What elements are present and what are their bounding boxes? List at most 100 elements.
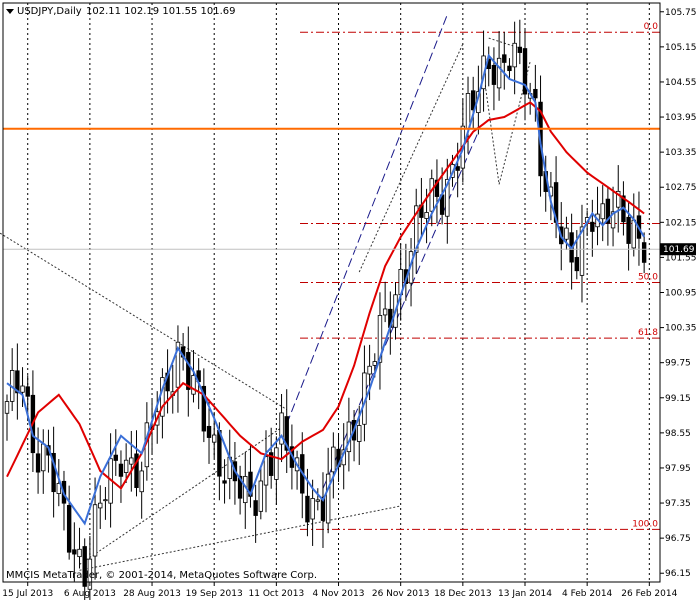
trend-line (358, 43, 464, 273)
y-tick-label: 97.95 (665, 464, 691, 474)
y-axis: 105.75 105.15 104.55 103.95 103.35 102.75 102.… (660, 8, 697, 579)
fib-level-label: 61.8 (638, 328, 658, 338)
candle-body (310, 498, 315, 520)
candle-body (139, 470, 144, 493)
x-tick-label: 15 Jul 2013 (2, 589, 53, 599)
candle-body (382, 308, 388, 316)
candle-body (331, 446, 336, 473)
candle-body (201, 385, 207, 432)
candle-body (512, 42, 517, 68)
candle-body (15, 370, 20, 394)
candle-body (590, 221, 595, 232)
current-price-label: 101.69 (663, 245, 695, 255)
candle-body (248, 471, 253, 497)
copyright-text: MMCIS MetaTrader, © 2001-2014, MetaQuote… (6, 570, 317, 581)
candle-body (268, 452, 274, 476)
candle-body (274, 447, 279, 480)
candle-body (465, 93, 471, 130)
candle-body (517, 46, 523, 53)
candle-body (507, 65, 512, 72)
x-tick-label: 26 Nov 2013 (372, 589, 430, 599)
candle-body (491, 64, 497, 85)
x-tick-label: 13 Jan 2014 (498, 589, 552, 599)
candle-body (424, 212, 429, 219)
candle-body (20, 385, 25, 393)
collapse-triangle-icon[interactable] (6, 9, 14, 14)
candle-body (533, 88, 538, 99)
y-tick-label: 99.75 (665, 359, 691, 369)
fib-level-label: 50.0 (638, 273, 658, 283)
candle-body (87, 558, 93, 590)
x-tick-label: 6 Aug 2013 (64, 589, 116, 599)
fib-level-label: 0.0 (644, 22, 659, 32)
candle-body (574, 257, 579, 272)
candle-body (35, 453, 41, 473)
y-tick-label: 105.75 (665, 8, 697, 18)
y-tick-label: 99.15 (665, 394, 691, 404)
x-axis: 15 Jul 2013 6 Aug 2013 28 Aug 2013 19 Sep 2… (2, 582, 678, 599)
candle-body (470, 90, 476, 111)
candle-body (211, 434, 217, 443)
candle-body (206, 425, 212, 438)
y-tick-label: 96.75 (665, 534, 691, 544)
candle-body (258, 480, 264, 512)
x-tick-label: 4 Feb 2014 (562, 589, 613, 599)
candle-body (616, 190, 621, 208)
ohlc-header: 102.11 102.19 101.55 101.69 (86, 6, 236, 17)
candle-body (631, 219, 636, 249)
candle-body (579, 226, 585, 276)
trend-line (79, 505, 401, 571)
candle-body (77, 548, 82, 558)
y-tick-label: 98.55 (665, 429, 691, 439)
candle-body (263, 456, 269, 486)
candle-body (445, 178, 450, 217)
candle-body (253, 500, 258, 516)
x-tick-label: 11 Oct 2013 (249, 589, 305, 599)
y-tick-label: 100.95 (665, 289, 697, 299)
candle-body (237, 475, 243, 499)
y-tick-label: 101.55 (665, 253, 697, 263)
candle-body (377, 315, 383, 363)
y-tick-label: 96.15 (665, 569, 691, 579)
candle-body (134, 453, 139, 488)
trend-line (0, 232, 287, 410)
x-tick-label: 28 Aug 2013 (123, 589, 181, 599)
candle-body (175, 341, 181, 388)
x-tick-label: 18 Dec 2013 (434, 589, 492, 599)
candle-body (522, 48, 528, 95)
current-price-marker: 101.69 (3, 243, 696, 256)
candle-body (98, 502, 103, 509)
ma-red-line (6, 101, 645, 490)
candle-body (600, 203, 605, 220)
candle-body (72, 549, 77, 555)
candle-body (82, 546, 87, 587)
candle-body (502, 54, 507, 63)
candle-body (414, 205, 419, 253)
candle-body (51, 452, 56, 493)
x-tick-label: 4 Nov 2013 (313, 589, 365, 599)
candle-body (496, 57, 502, 89)
candle-body (56, 482, 61, 494)
y-tick-label: 105.15 (665, 43, 697, 53)
candle-body (186, 352, 191, 390)
candle-body (325, 473, 331, 524)
candle-body (222, 480, 227, 484)
candle-body (641, 242, 647, 263)
candle-body (92, 504, 98, 557)
candle-body (113, 454, 118, 461)
candle-body (434, 179, 440, 197)
y-tick-label: 97.35 (665, 499, 691, 509)
symbol-header: USDJPY,Daily (17, 6, 82, 17)
candle-body (305, 495, 310, 523)
x-tick-label: 19 Sep 2013 (186, 589, 243, 599)
candle-body (25, 386, 30, 397)
y-tick-label: 102.15 (665, 218, 697, 228)
candle-body (610, 211, 616, 229)
candle-body (357, 425, 362, 442)
candle-body (279, 412, 284, 445)
trend-line (286, 14, 448, 425)
candle-body (129, 457, 134, 465)
fib-level-label: 100.0 (632, 519, 658, 529)
